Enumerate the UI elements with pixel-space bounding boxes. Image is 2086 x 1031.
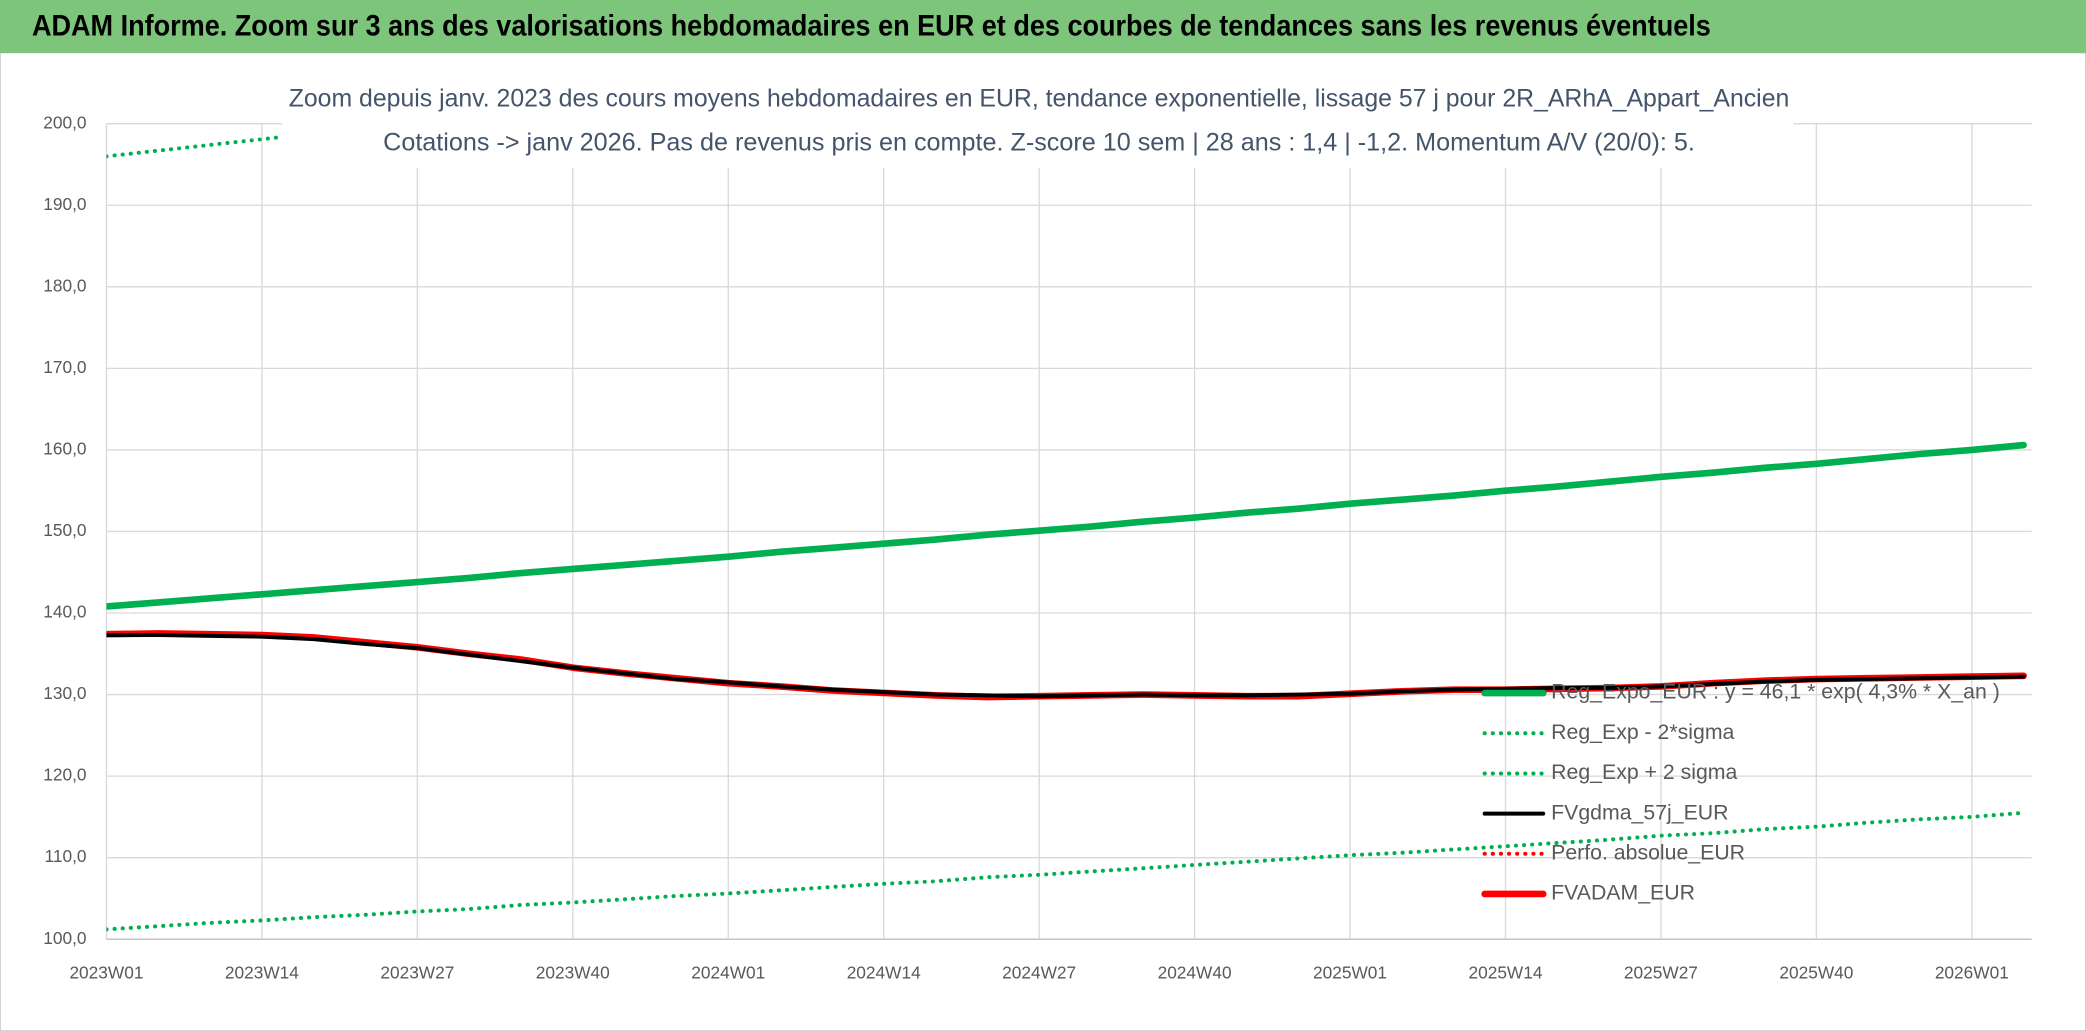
y-tick-label: 170,0 xyxy=(43,357,86,377)
y-tick-label: 120,0 xyxy=(43,765,86,785)
x-tick-label: 2024W14 xyxy=(847,962,921,982)
y-tick-label: 140,0 xyxy=(43,602,86,622)
grid: 100,0 110,0 120,0 130,0 140,0 150,0 160,0 170,0… xyxy=(43,112,2032,982)
series-layer xyxy=(106,123,2027,932)
legend-label: Reg_Exp - 2*sigma xyxy=(1551,720,1734,744)
chart-subtitle: Cotations -> janv 2026. Pas de revenus p… xyxy=(383,128,1695,156)
legend-label: Reg_Expo_EUR : y = 46,1 * exp( 4,3% * X_… xyxy=(1551,680,2000,704)
y-tick-label: 100,0 xyxy=(43,928,86,948)
series-line xyxy=(106,810,2026,932)
x-tick-label: 2023W14 xyxy=(225,962,299,982)
legend-label: FVgdma_57j_EUR xyxy=(1551,800,1728,824)
x-tick-label: 2023W40 xyxy=(536,962,610,982)
x-tick-label: 2025W14 xyxy=(1468,962,1542,982)
x-tick-label: 2024W01 xyxy=(691,962,765,982)
legend-label: FVADAM_EUR xyxy=(1551,881,1695,905)
x-tick-label: 2023W01 xyxy=(69,962,143,982)
y-tick-label: 200,0 xyxy=(43,112,86,132)
x-tick-label: 2025W40 xyxy=(1779,962,1853,982)
x-tick-label: 2026W01 xyxy=(1935,962,2009,982)
banner-band xyxy=(0,0,2086,54)
series-line xyxy=(106,633,2026,699)
banner-title: ADAM Informe. Zoom sur 3 ans des valoris… xyxy=(32,11,1711,43)
x-tick-label: 2024W40 xyxy=(1158,962,1232,982)
y-tick-label: 110,0 xyxy=(45,846,87,866)
x-tick-label: 2025W01 xyxy=(1313,962,1387,982)
y-tick-label: 160,0 xyxy=(43,438,86,458)
legend: Reg_Expo_EUR : y = 46,1 * exp( 4,3% * X_… xyxy=(1481,680,2000,905)
title-box xyxy=(282,79,1794,168)
x-tick-label: 2024W27 xyxy=(1002,962,1076,982)
chart-title: Zoom depuis janv. 2023 des cours moyens … xyxy=(289,84,1790,112)
y-tick-label: 130,0 xyxy=(43,683,86,703)
x-tick-label: 2025W27 xyxy=(1624,962,1698,982)
x-tick-label: 2023W27 xyxy=(380,962,454,982)
y-tick-label: 180,0 xyxy=(43,275,86,295)
y-tick-label: 190,0 xyxy=(43,194,86,214)
y-tick-label: 150,0 xyxy=(43,520,86,540)
legend-label: Perfo. absolue_EUR xyxy=(1551,840,1745,864)
legend-label: Reg_Exp + 2 sigma xyxy=(1551,760,1737,784)
series-line xyxy=(106,441,2027,610)
